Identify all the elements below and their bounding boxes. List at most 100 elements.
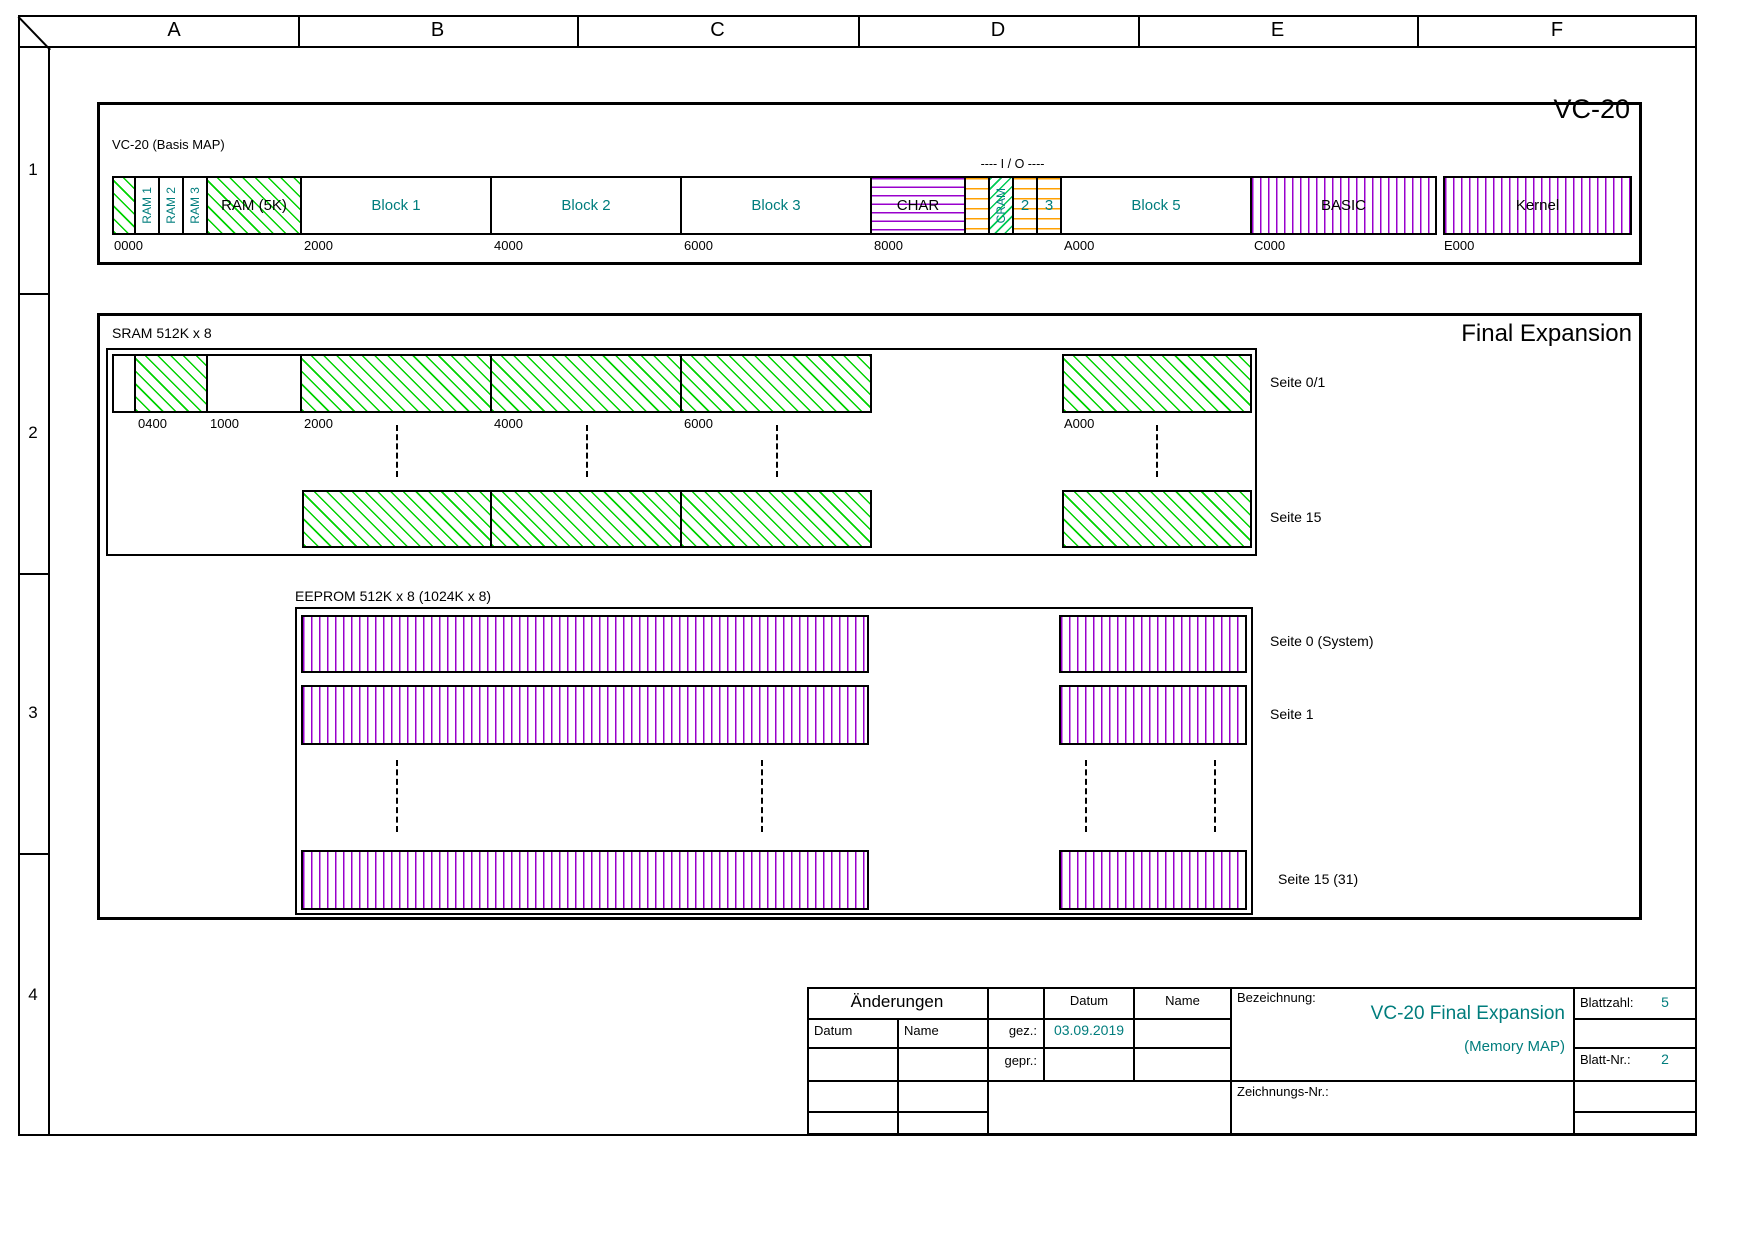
column-label-e: E <box>1270 19 1285 41</box>
address-tick: 8000 <box>874 238 903 253</box>
segment-block1: Block 1 <box>302 176 492 235</box>
segment-io2-label: 2 <box>1020 197 1030 214</box>
approval-name-col-label: Name <box>1165 993 1200 1008</box>
sram-row2-ram-4000 <box>492 490 682 548</box>
sram-container <box>106 348 1257 556</box>
row-label-2: 2 <box>28 423 38 442</box>
eeprom-label: EEPROM 512K x 8 (1024K x 8) <box>295 588 492 604</box>
row-label-3: 3 <box>28 703 38 722</box>
eeprom-row2-right <box>1059 685 1247 745</box>
address-tick: E000 <box>1444 238 1475 253</box>
titleblock-hline <box>1573 1018 1697 1020</box>
sram-tick: 2000 <box>304 416 333 431</box>
column-label-a: A <box>167 19 181 41</box>
header-divider <box>298 15 300 48</box>
sram-row1-ram-6000 <box>682 354 872 413</box>
sram-row1-free-low <box>112 354 136 413</box>
segment-char-label: CHAR <box>896 197 940 214</box>
sram-tick: 4000 <box>494 416 523 431</box>
titleblock-hline <box>807 1080 1697 1082</box>
sram-row1-label: Seite 0/1 <box>1270 374 1326 390</box>
changes-date-col-label: Datum <box>814 1023 853 1038</box>
header-divider <box>858 15 860 48</box>
sram-tick: 1000 <box>210 416 239 431</box>
segment-block3: Block 3 <box>682 176 872 235</box>
address-tick: 0000 <box>114 238 143 253</box>
segment-ram2: RAM 2 <box>160 176 184 235</box>
segment-char: CHAR <box>872 176 966 235</box>
titleblock-vline <box>1043 987 1045 1080</box>
segment-block5: Block 5 <box>1062 176 1252 235</box>
header-bottom-line <box>18 46 1697 48</box>
sram-row1-ram-0400 <box>136 354 208 413</box>
segment-io3: 3 <box>1038 176 1062 235</box>
vc20-map-label: VC-20 (Basis MAP) <box>112 137 225 152</box>
segment-kernel: Kernel <box>1443 176 1632 235</box>
continuation-dashes <box>776 425 778 477</box>
continuation-dashes <box>396 760 398 832</box>
changes-name-col-label: Name <box>904 1023 939 1038</box>
header-divider <box>1138 15 1140 48</box>
segment-block3-label: Block 3 <box>751 197 801 214</box>
sram-row2-ram-6000 <box>682 490 872 548</box>
designation-subtitle: (Memory MAP) <box>1464 1038 1565 1055</box>
segment-ram5k: RAM (5K) <box>208 176 302 235</box>
titleblock-hline <box>1573 1047 1697 1049</box>
sheet-count-value: 5 <box>1661 994 1669 1010</box>
changes-header: Änderungen <box>850 992 944 1011</box>
sram-tick: 0400 <box>138 416 167 431</box>
drawn-date-value: 03.09.2019 <box>1053 1022 1125 1038</box>
titleblock-vline <box>897 1018 899 1135</box>
continuation-dashes <box>586 425 588 477</box>
titleblock-hline <box>807 1111 987 1113</box>
sram-row1-ram-2000 <box>302 354 492 413</box>
io-region-label: ---- I / O ---- <box>980 157 1045 171</box>
titleblock-border <box>807 987 1697 1135</box>
drawing-number-label: Zeichnungs-Nr.: <box>1237 1084 1329 1099</box>
titleblock-vline <box>1230 987 1232 1135</box>
titleblock-vline <box>987 987 989 1135</box>
row-divider <box>18 853 50 855</box>
address-tick: 6000 <box>684 238 713 253</box>
titleblock-hline <box>1573 1111 1697 1113</box>
titleblock-hline <box>807 1047 1230 1049</box>
column-label-b: B <box>430 19 445 41</box>
eeprom-row3-left <box>301 850 869 910</box>
sram-row1-ram-a000 <box>1062 354 1252 413</box>
column-label-d: D <box>990 19 1006 41</box>
sram-label: SRAM 512K x 8 <box>112 325 212 341</box>
checked-by-label: gepr.: <box>1004 1053 1037 1068</box>
segment-ram3-label: RAM 3 <box>188 187 202 224</box>
sram-row2-label: Seite 15 <box>1270 509 1322 525</box>
segment-block2-label: Block 2 <box>561 197 611 214</box>
address-tick: A000 <box>1064 238 1095 253</box>
titleblock-vline <box>1573 987 1575 1135</box>
continuation-dashes <box>1156 425 1158 477</box>
segment-ram5k-label: RAM (5K) <box>221 197 287 214</box>
sram-tick: A000 <box>1064 416 1095 431</box>
continuation-dashes <box>1214 760 1216 832</box>
frame-border <box>18 15 1697 1136</box>
sheet-number-value: 2 <box>1661 1051 1669 1067</box>
eeprom-row1-right <box>1059 615 1247 673</box>
sram-row2-ram-2000 <box>302 490 492 548</box>
segment-block2: Block 2 <box>492 176 682 235</box>
segment-ram1-label: RAM 1 <box>140 187 154 224</box>
segment-cram: CRAM <box>990 176 1014 235</box>
segment-block5-label: Block 5 <box>1131 197 1181 214</box>
address-tick: 4000 <box>494 238 523 253</box>
segment-ram1: RAM 1 <box>136 176 160 235</box>
continuation-dashes <box>761 760 763 832</box>
titleblock-hline <box>807 1018 1230 1020</box>
continuation-dashes <box>396 425 398 477</box>
header-divider <box>1417 15 1419 48</box>
segment-block1-label: Block 1 <box>371 197 421 214</box>
drawn-by-label: gez.: <box>1008 1023 1037 1038</box>
final-expansion-title: Final Expansion <box>1461 320 1632 347</box>
row-divider <box>18 293 50 295</box>
continuation-dashes <box>1085 760 1087 832</box>
segment-io1 <box>966 176 990 235</box>
segment-cram-label: CRAM <box>994 187 1008 224</box>
segment-basic-label: BASIC <box>1320 197 1366 214</box>
